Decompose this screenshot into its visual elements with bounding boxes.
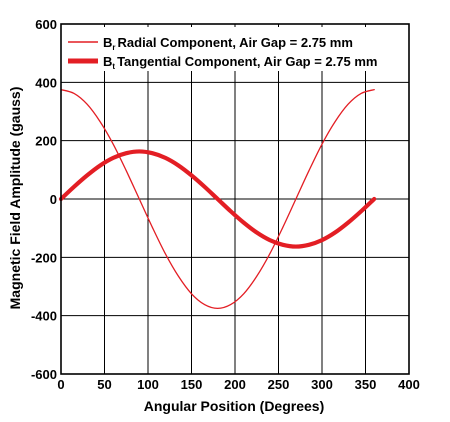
y-tick-label: 400 bbox=[35, 75, 57, 90]
x-tick-label: 200 bbox=[224, 377, 246, 392]
x-tick-label: 400 bbox=[398, 377, 420, 392]
legend-background bbox=[63, 27, 408, 71]
legend: Br Radial Component, Air Gap = 2.75 mm Bt… bbox=[63, 27, 408, 71]
y-tick-label: 600 bbox=[35, 17, 57, 32]
y-tick-label: -200 bbox=[31, 250, 57, 265]
legend-label-radial: Br Radial Component, Air Gap = 2.75 mm bbox=[103, 35, 353, 52]
x-tick-label: 300 bbox=[311, 377, 333, 392]
y-tick-label: -400 bbox=[31, 309, 57, 324]
y-tick-label: -600 bbox=[31, 367, 57, 382]
y-tick-label: 200 bbox=[35, 134, 57, 149]
legend-item-tangential: Bt Tangential Component, Air Gap = 2.75 m… bbox=[68, 54, 377, 71]
grid-lines bbox=[60, 23, 410, 375]
x-axis-ticks: 0 50 100 150 200 250 300 350 400 bbox=[57, 377, 419, 392]
x-tick-label: 350 bbox=[355, 377, 377, 392]
legend-item-radial: Br Radial Component, Air Gap = 2.75 mm bbox=[68, 35, 353, 52]
x-tick-label: 100 bbox=[137, 377, 159, 392]
x-tick-label: 150 bbox=[181, 377, 203, 392]
series-line-radial bbox=[60, 88, 375, 310]
x-tick-label: 250 bbox=[268, 377, 290, 392]
plot-frame bbox=[60, 23, 410, 375]
y-axis-ticks: -600 -400 -200 0 200 400 600 bbox=[31, 17, 57, 382]
series-layer bbox=[58, 88, 377, 310]
x-tick-label: 0 bbox=[57, 377, 64, 392]
x-axis-title: Angular Position (Degrees) bbox=[144, 398, 324, 414]
series-line-tangential bbox=[58, 149, 377, 249]
y-tick-label: 0 bbox=[50, 192, 57, 207]
y-axis-title: Magnetic Field Amplitude (gauss) bbox=[7, 87, 23, 310]
legend-label-tangential: Bt Tangential Component, Air Gap = 2.75 m… bbox=[103, 54, 377, 71]
x-tick-label: 50 bbox=[97, 377, 111, 392]
